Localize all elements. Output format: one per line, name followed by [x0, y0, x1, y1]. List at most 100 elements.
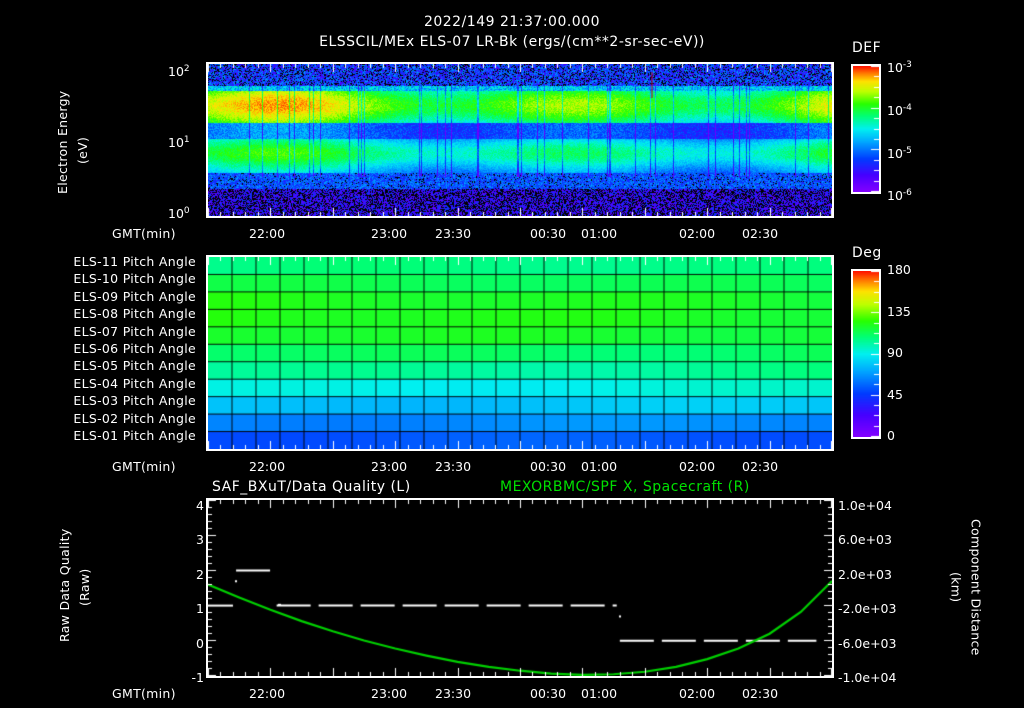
xaxis-tick-label: 00:30 [530, 226, 567, 241]
panel1-ytick-0-exp: 2 [183, 64, 190, 74]
panel1-ylabel: Electron Energy [55, 62, 70, 222]
panel3-ylabel-units-text: (Raw) [77, 568, 92, 606]
xaxis-tick-label: 00:30 [530, 459, 567, 474]
xaxis-tick-label: 23:30 [435, 459, 472, 474]
xaxis-tick-label: 02:30 [742, 226, 779, 241]
colorbar-deg [853, 271, 879, 437]
panel1-ytick-1-exp: 1 [183, 135, 190, 145]
panel2-xaxis-labels: 22:00 23:00 23:30 00:30 01:00 02:00 02:30 [0, 459, 1024, 475]
colorbar-deg-title: Deg [852, 245, 882, 261]
panel3-frame [206, 498, 834, 678]
pitch-angle-row-label: ELS-10 Pitch Angle [73, 271, 196, 287]
colorbar-def-title: DEF [852, 40, 882, 56]
colorbar-deg-tick-label: 90 [887, 345, 903, 360]
xaxis-tick-label: 22:00 [249, 459, 286, 474]
pitch-angle-row-label: ELS-08 Pitch Angle [73, 306, 196, 322]
data-quality-distance-plot [208, 500, 832, 676]
pitch-angle-row-label: ELS-04 Pitch Angle [73, 375, 196, 391]
panel1-ytick-2: 100 [168, 206, 190, 221]
xaxis-tick-label: 02:00 [679, 686, 716, 701]
xaxis-tick-label: 00:30 [530, 686, 567, 701]
panel3-ytick-right: 1.0e+04 [838, 498, 892, 513]
xaxis-tick-label: 02:00 [679, 459, 716, 474]
panel1-ytick-2-exp: 0 [183, 206, 190, 216]
panel3-ytick-left: 3 [196, 532, 204, 548]
xaxis-tick-label: 22:00 [249, 226, 286, 241]
xaxis-tick-label: 23:00 [371, 459, 408, 474]
xaxis-tick-label: 02:00 [679, 226, 716, 241]
colorbar-def-tick-label: 10-3 [887, 60, 912, 76]
panel1-xlabel: GMT(min) [112, 226, 176, 241]
colorbar-deg-tick-label: 45 [887, 386, 903, 402]
xaxis-tick-label: 01:00 [581, 459, 618, 474]
pitch-angle-row-label: ELS-01 Pitch Angle [73, 428, 196, 443]
page-subtitle: ELSSCIL/MEx ELS-07 LR-Bk (ergs/(cm**2-sr… [319, 34, 705, 50]
electron-energy-spectrogram [208, 64, 832, 216]
panel1-ylabel-units: (eV) [75, 120, 90, 180]
panel1-ytick-1: 101 [168, 135, 190, 150]
xaxis-tick-label: 23:30 [435, 226, 472, 241]
panel3-ylabel-right-text: Component Distance [968, 519, 984, 656]
colorbar-def [853, 66, 879, 192]
panel3-ytick-left: 0 [196, 635, 204, 651]
panel1-xaxis-labels: 22:00 23:00 23:30 00:30 01:00 02:00 02:30 [0, 226, 1024, 242]
panel2-frame [206, 255, 834, 451]
colorbar-deg-ticks: 180 135 90 45 0 [881, 262, 1001, 452]
colorbar-def-frame [851, 64, 881, 194]
pitch-angle-row-label: ELS-05 Pitch Angle [73, 358, 196, 374]
pitch-angle-row-label: ELS-02 Pitch Angle [73, 410, 196, 426]
panel3-ytick-right: -2.0e+03 [838, 601, 897, 617]
panel3-ylabel: Raw Data Quality [57, 500, 72, 670]
panel3-ylabel-text: Raw Data Quality [57, 528, 72, 642]
panel3-ytick-right: -1.0e+04 [838, 670, 897, 685]
panel3-title-right: MEXORBMC/SPF X, Spacecraft (R) [500, 479, 750, 495]
panel3-ytick-left: 2 [196, 566, 204, 582]
xaxis-tick-label: 23:30 [435, 686, 472, 701]
panel3-ytick-left: -1 [191, 670, 204, 685]
panel3-ytick-right: 2.0e+03 [838, 566, 892, 582]
colorbar-def-ticks: 10-3 10-4 10-5 10-6 [881, 60, 1001, 210]
panel3-ylabel-units: (Raw) [77, 557, 92, 617]
panel3-ytick-left: 4 [196, 498, 204, 513]
panel3-ytick-labels-left: 4 3 2 1 0 -1 [160, 490, 204, 690]
panel1-ytick-2-mant: 10 [168, 206, 184, 222]
xaxis-tick-label: 23:00 [371, 226, 408, 241]
panel1-ytick-0-mant: 10 [168, 64, 184, 80]
xaxis-tick-label: 01:00 [581, 686, 618, 701]
colorbar-def-tick-label: 10-5 [887, 146, 912, 162]
xaxis-tick-label: 02:30 [742, 459, 779, 474]
panel1-ylabel-text: Electron Energy [55, 90, 70, 194]
pitch-angle-row-label: ELS-06 Pitch Angle [73, 341, 196, 356]
colorbar-deg-tick-label: 0 [887, 428, 895, 443]
xaxis-tick-label: 22:00 [249, 686, 286, 701]
xaxis-tick-label: 01:00 [581, 226, 618, 241]
panel1-ylabel-units-text: (eV) [75, 136, 90, 164]
page-title: 2022/149 21:37:00.000 [423, 14, 601, 30]
colorbar-deg-tick-label: 180 [887, 262, 911, 277]
colorbar-deg-frame [851, 269, 881, 439]
pitch-angle-row-label: ELS-03 Pitch Angle [73, 393, 196, 409]
panel1-ytick-0: 102 [168, 64, 190, 79]
panel3-ylabel-right-units-text: (km) [948, 572, 964, 603]
xaxis-tick-label: 02:30 [742, 686, 779, 701]
panel3-ytick-left: 1 [196, 601, 204, 617]
colorbar-deg-tick-label: 135 [887, 303, 911, 319]
panel3-xlabel: GMT(min) [112, 686, 176, 701]
panel3-ytick-right: 6.0e+03 [838, 532, 892, 548]
panel2-row-labels: ELS-11 Pitch Angle ELS-10 Pitch Angle ELS-… [0, 254, 202, 454]
colorbar-def-tick-label: 10-6 [887, 188, 912, 204]
panel3-ylabel-right: Component Distance [968, 500, 984, 675]
pitch-angle-row-label: ELS-09 Pitch Angle [73, 288, 196, 304]
panel2-xlabel: GMT(min) [112, 459, 176, 474]
panel3-ytick-right: -6.0e+03 [838, 635, 897, 651]
panel1-frame [206, 62, 834, 218]
pitch-angle-row-label: ELS-11 Pitch Angle [73, 254, 196, 269]
panel3-xaxis-labels: 22:00 23:00 23:30 00:30 01:00 02:00 02:30 [0, 686, 1024, 702]
panel3-title-left: SAF_BXuT/Data Quality (L) [212, 479, 411, 495]
colorbar-def-tick-label: 10-4 [887, 103, 912, 119]
pitch-angle-grid [208, 257, 832, 449]
panel3-ylabel-right-units: (km) [948, 560, 964, 615]
panel1-ytick-1-mant: 10 [168, 135, 184, 151]
pitch-angle-row-label: ELS-07 Pitch Angle [73, 323, 196, 339]
xaxis-tick-label: 23:00 [371, 686, 408, 701]
